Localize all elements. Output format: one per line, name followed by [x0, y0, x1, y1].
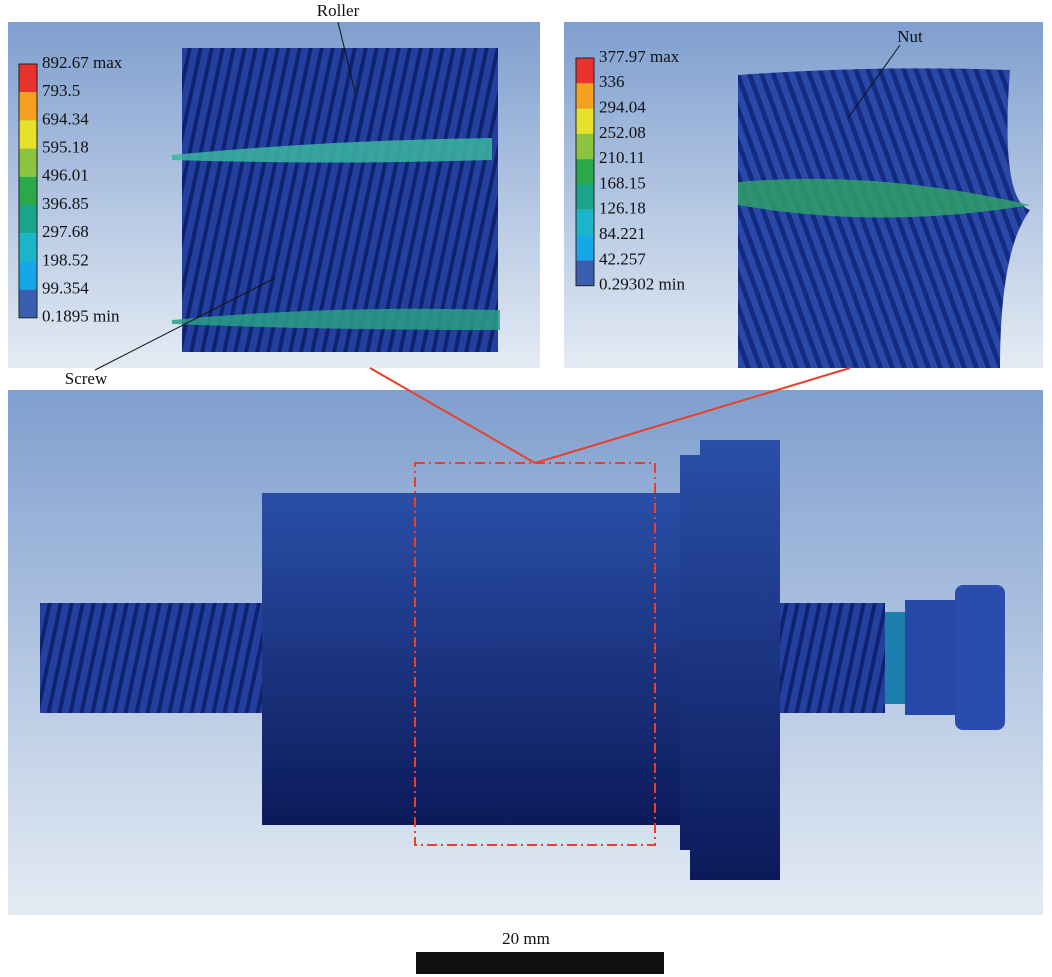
- callout-label: Screw: [65, 369, 108, 388]
- legend-label: 694.34: [42, 109, 89, 128]
- legend-swatch: [576, 109, 594, 134]
- legend-swatch: [19, 177, 37, 205]
- callout-label: Roller: [317, 1, 360, 20]
- legend-swatch: [19, 64, 37, 92]
- legend-label: 892.67 max: [42, 53, 123, 72]
- end-cap: [955, 585, 1005, 730]
- legend-label: 297.68: [42, 222, 89, 241]
- neck: [885, 612, 907, 704]
- legend-label: 336: [599, 72, 625, 91]
- legend-swatch: [19, 261, 37, 289]
- legend-label: 294.04: [599, 98, 646, 117]
- legend-label: 496.01: [42, 166, 89, 185]
- figure: Roller Screw 892.67 max 793.5 694.34 595.18…: [0, 0, 1052, 977]
- legend-label: 0.29302 min: [599, 275, 685, 294]
- legend-swatch: [576, 260, 594, 285]
- screw-left: [40, 603, 265, 713]
- callout-label: Nut: [897, 27, 923, 46]
- page: {"legend_left": {"labels": ["892.67 max"…: [0, 0, 1052, 977]
- legend-label: 595.18: [42, 138, 89, 157]
- legend-swatch: [576, 134, 594, 159]
- legend-swatch: [19, 233, 37, 261]
- legend-label: 168.15: [599, 173, 646, 192]
- legend-swatch: [576, 235, 594, 260]
- legend-label: 396.85: [42, 194, 89, 213]
- legend-swatch: [576, 58, 594, 83]
- legend-label: 252.08: [599, 123, 646, 142]
- scale-bar: [416, 952, 664, 974]
- end-cap: [905, 600, 960, 715]
- legend-label: 99.354: [42, 279, 89, 298]
- legend-label: 0.1895 min: [42, 307, 120, 326]
- legend-swatch: [19, 149, 37, 177]
- legend-label: 198.52: [42, 250, 89, 269]
- nut-render: [738, 68, 1030, 368]
- scale-label: 20 mm: [502, 929, 550, 948]
- legend-swatch: [19, 92, 37, 120]
- flange: [680, 440, 780, 880]
- legend-swatch: [576, 83, 594, 108]
- legend-swatch: [576, 210, 594, 235]
- legend-label: 84.221: [599, 224, 646, 243]
- nut-body: [262, 493, 682, 825]
- legend-swatch: [19, 205, 37, 233]
- legend-label: 377.97 max: [599, 47, 680, 66]
- legend-label: 210.11: [599, 148, 645, 167]
- legend-label: 126.18: [599, 199, 646, 218]
- legend-swatch: [576, 185, 594, 210]
- legend-label: 42.257: [599, 249, 646, 268]
- roller-render: [182, 48, 498, 352]
- screw-right: [780, 603, 885, 713]
- legend-swatch: [576, 159, 594, 184]
- legend-swatch: [19, 290, 37, 318]
- legend-swatch: [19, 120, 37, 148]
- legend-label: 793.5: [42, 81, 80, 100]
